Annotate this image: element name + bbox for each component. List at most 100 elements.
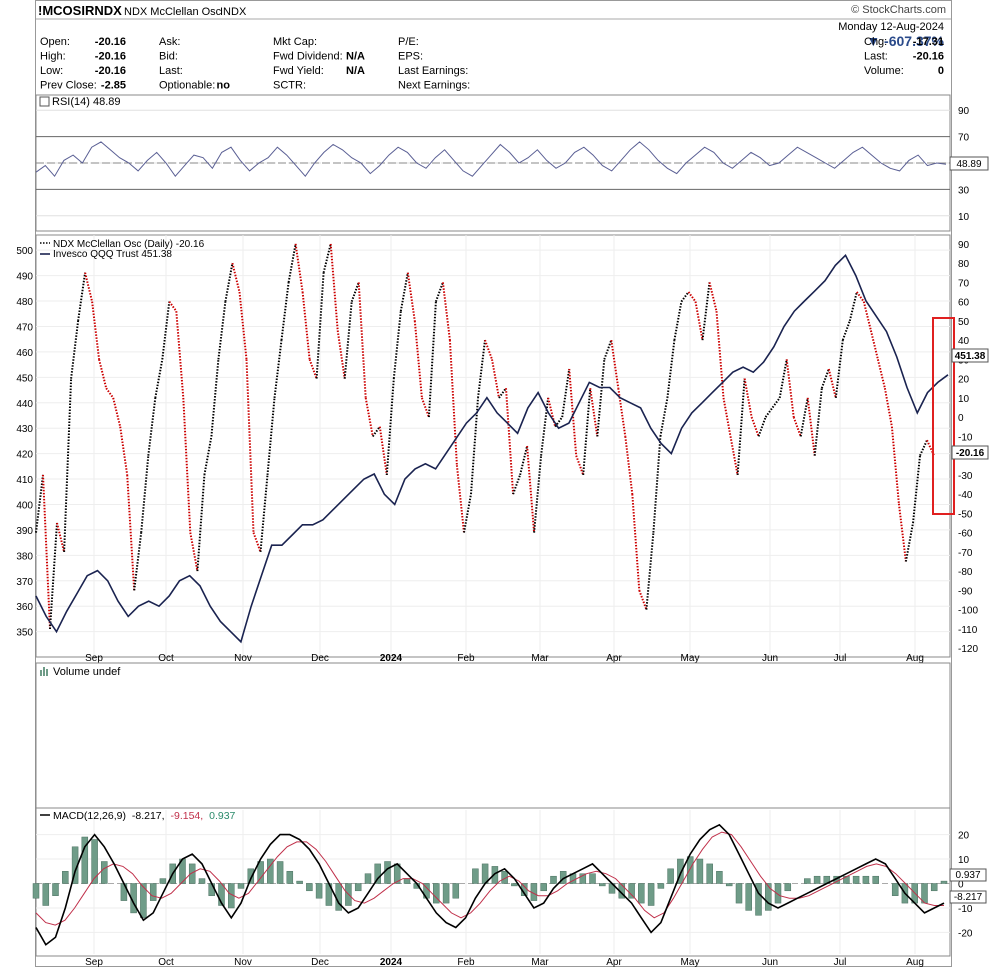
- rsi-last-label: 48.89: [949, 156, 989, 171]
- quote-value: -17.31: [913, 36, 944, 48]
- macd-hist-bar: [149, 883, 157, 901]
- price-left-tick-label: 500: [16, 246, 33, 257]
- quote-label: Fwd Yield:: [273, 65, 324, 77]
- macd-hist-bar: [335, 883, 342, 911]
- osc-segment: [799, 397, 809, 437]
- macd-hist-bar: [667, 868, 674, 884]
- osc-segment: [406, 272, 416, 322]
- osc-right-tick-label: 90: [958, 240, 970, 251]
- price-frame: [35, 234, 951, 658]
- osc-segment: [904, 522, 914, 562]
- macd-hist-bar: [433, 883, 440, 904]
- macd-hist-bar: [589, 873, 596, 884]
- watermark: © StockCharts.com: [851, 4, 946, 16]
- osc-segment: [708, 282, 718, 312]
- price-left-tick-label: 400: [16, 500, 33, 511]
- price-gridlines: [36, 235, 950, 657]
- osc-segment: [105, 387, 115, 399]
- macd-x-label: Mar: [531, 957, 549, 968]
- osc-segment: [378, 426, 388, 476]
- osc-segment: [175, 311, 185, 398]
- macd-last-value: -8.217: [954, 892, 983, 903]
- macd-title: MACD(12,26,9) -8.217, -9.154, 0.937: [53, 810, 236, 822]
- osc-segment: [666, 339, 676, 399]
- macd-histogram: [32, 836, 948, 919]
- macd-x-axis-labels: Sep Oct Nov Dec 2024 Feb Mar Apr May Jun Jul Aug: [85, 957, 924, 968]
- osc-legend-label: NDX McClellan Osc (Daily) -20.16: [53, 239, 205, 250]
- macd-x-label: Dec: [311, 957, 329, 968]
- osc-segment: [477, 339, 486, 399]
- price-x-label: Dec: [311, 653, 329, 664]
- rsi-tick-label: 30: [958, 185, 970, 196]
- osc-segment: [897, 503, 907, 562]
- osc-segment: [287, 243, 297, 283]
- osc-segment: [91, 301, 101, 360]
- osc-segment: [687, 291, 697, 303]
- osc-segment: [554, 416, 564, 428]
- osc-segment: [778, 359, 788, 399]
- osc-segment: [589, 388, 599, 437]
- osc-right-tick-label: 40: [958, 336, 970, 347]
- rsi-gridlines: [36, 109, 950, 217]
- osc-segment: [841, 320, 851, 341]
- macd-x-label: May: [681, 957, 700, 968]
- price-x-label: May: [681, 653, 700, 664]
- osc-segment: [161, 301, 171, 360]
- osc-segment: [203, 436, 213, 476]
- macd-hist-bar: [354, 883, 362, 892]
- macd-hist-bar: [198, 878, 206, 884]
- macd-hist-bar: [452, 883, 460, 899]
- osc-segment: [624, 436, 634, 495]
- macd-x-label: Jul: [834, 957, 847, 968]
- quote-label: Chg:: [864, 36, 887, 48]
- macd-hist-bar: [81, 836, 89, 884]
- osc-segment: [336, 330, 346, 379]
- osc-segment: [757, 416, 767, 437]
- quote-header: !MCOSIRNDX NDX McClellan Osc INDX © Stoc…: [36, 3, 951, 92]
- macd-tick-labels: 20 10 0 -10 -20: [958, 831, 973, 940]
- osc-segment: [883, 388, 893, 427]
- macd-hist-bar: [315, 883, 323, 899]
- macd-legend: MACD(12,26,9) -8.217, -9.154, 0.937: [40, 810, 236, 822]
- osc-segment: [357, 282, 367, 398]
- osc-segment: [701, 282, 711, 341]
- macd-hist-bar: [32, 883, 40, 899]
- osc-segment: [568, 368, 578, 456]
- macd-x-label: Sep: [85, 957, 103, 968]
- macd-x-label: Jun: [762, 957, 778, 968]
- rsi-tick-label: 70: [958, 133, 970, 144]
- macd-hist-bar: [550, 875, 557, 884]
- macd-hist-bar: [755, 883, 762, 916]
- osc-segment: [610, 339, 620, 389]
- volume-title: Volume undef: [53, 666, 121, 678]
- osc-segment: [224, 262, 234, 302]
- osc-segment: [862, 301, 872, 331]
- osc-segment: [280, 282, 290, 341]
- osc-segment: [575, 455, 585, 476]
- quote-label: High:: [40, 51, 66, 63]
- osc-segment: [420, 397, 430, 418]
- osc-right-tick-label: -80: [958, 567, 973, 578]
- volume-frame: [35, 662, 951, 809]
- macd-hist-bar: [188, 863, 196, 884]
- osc-right-tick-label: -100: [958, 606, 978, 617]
- quote-label: SCTR:: [273, 80, 306, 92]
- price-left-tick-label: 470: [16, 322, 33, 333]
- osc-segment: [217, 301, 227, 360]
- osc-segment: [112, 397, 122, 427]
- osc-segment: [848, 291, 858, 322]
- price-x-label: Jun: [762, 653, 778, 664]
- quote-value: -20.16: [95, 65, 126, 77]
- osc-segment: [785, 359, 795, 418]
- osc-segment: [259, 474, 269, 552]
- quote-label: Mkt Cap:: [273, 36, 317, 48]
- osc-segment: [189, 532, 199, 572]
- rsi-line: [35, 141, 947, 178]
- price-x-label: Mar: [531, 653, 549, 664]
- osc-segment: [512, 474, 522, 495]
- macd-hist-bar: [647, 883, 655, 906]
- macd-x-label: Aug: [906, 957, 924, 968]
- macd-hist-bar: [765, 883, 772, 911]
- macd-hist-bar: [101, 861, 108, 884]
- rsi-legend-box: [39, 96, 50, 107]
